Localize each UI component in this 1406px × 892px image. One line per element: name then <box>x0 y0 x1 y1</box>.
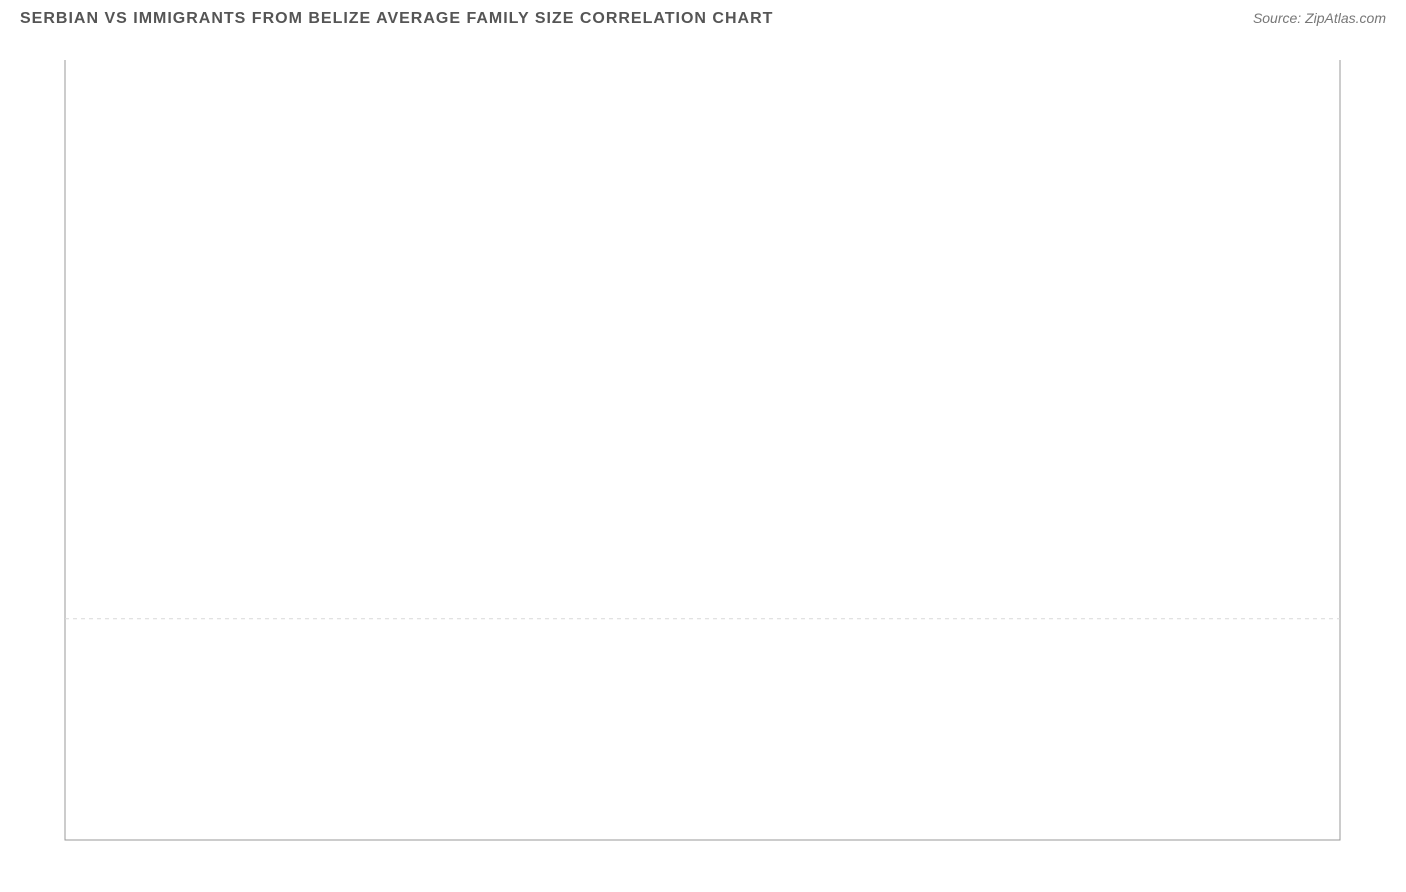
source-attr: Source: ZipAtlas.com <box>1253 10 1386 26</box>
source-label: Source: <box>1253 10 1305 26</box>
plot-border <box>65 60 1340 840</box>
source-name: ZipAtlas.com <box>1305 10 1386 26</box>
scatter-chart <box>20 40 1386 872</box>
chart-container <box>20 40 1386 872</box>
chart-title: SERBIAN VS IMMIGRANTS FROM BELIZE AVERAG… <box>20 10 773 28</box>
